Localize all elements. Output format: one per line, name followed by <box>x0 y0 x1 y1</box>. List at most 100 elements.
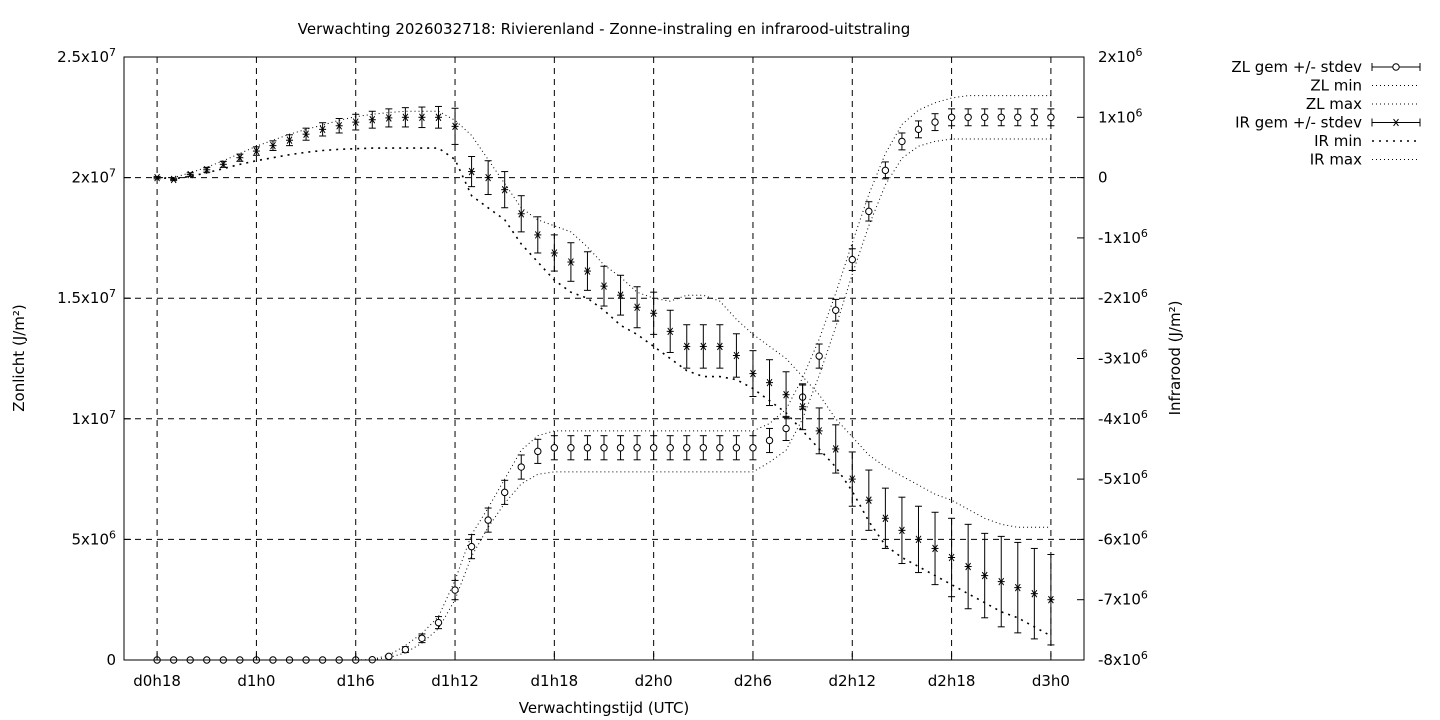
data-point <box>335 121 343 130</box>
plot-frame <box>123 56 1085 661</box>
marker-stroke <box>286 136 293 145</box>
data-point <box>683 342 691 351</box>
legend-label: IR min <box>1314 132 1362 150</box>
marker-stroke <box>253 147 260 155</box>
data-point <box>732 351 740 360</box>
data-point <box>1047 113 1055 122</box>
marker-stroke <box>435 113 442 122</box>
y2-axis-label: Infrarood (J/m²) <box>1166 301 1184 416</box>
data-point <box>401 113 409 122</box>
y2-tick-label: -2x106 <box>1098 287 1148 307</box>
marker-stroke <box>336 121 343 130</box>
data-point <box>600 282 608 290</box>
legend-marker <box>1393 118 1399 127</box>
data-point <box>716 342 724 351</box>
marker-stroke <box>203 165 210 174</box>
series-line-5 <box>157 110 1051 528</box>
data-point <box>1014 583 1022 592</box>
data-point <box>683 444 691 452</box>
x-tick-label: d2h0 <box>635 672 673 690</box>
series-line-1 <box>157 138 1051 661</box>
data-point <box>815 352 823 360</box>
marker-stroke <box>865 496 872 504</box>
data-point <box>368 115 376 124</box>
legend-marker <box>1392 63 1400 71</box>
marker-stroke <box>584 267 591 275</box>
data-point <box>782 424 790 433</box>
data-point <box>914 535 922 544</box>
y2-tick-label: -3x106 <box>1098 348 1148 368</box>
marker-stroke <box>634 303 640 312</box>
data-point <box>385 114 393 122</box>
data-point <box>881 166 890 175</box>
data-point <box>286 136 294 145</box>
data-point <box>236 153 244 162</box>
x-tick-label: d1h0 <box>237 672 275 690</box>
x-tick-label: d2h12 <box>828 672 876 690</box>
data-point <box>352 118 360 126</box>
data-point <box>451 586 459 594</box>
marker-stroke <box>700 342 707 351</box>
y2-tick-label: 1x106 <box>1098 106 1143 126</box>
marker-stroke <box>965 562 971 571</box>
marker-stroke <box>849 475 856 483</box>
marker-stroke <box>1031 589 1038 598</box>
marker-stroke <box>551 249 558 257</box>
data-point <box>600 444 608 452</box>
y2-tick-label: -8x106 <box>1098 649 1148 669</box>
marker-stroke <box>816 427 823 435</box>
data-point <box>468 167 476 176</box>
chart-title: Verwachting 2026032718: Rivierenland - Z… <box>298 20 910 38</box>
data-point <box>832 306 840 314</box>
x-axis: d0h18 d1h0 d1h6 d1h12 d1h18 d2h0 d2h6 d2h12 d2h1… <box>133 653 1070 690</box>
minmax-lines <box>157 95 1052 661</box>
legend-label: ZL min <box>1310 77 1362 95</box>
x-tick-label: d3h0 <box>1032 672 1070 690</box>
y-axis-left: 0 5x106 1x107 1.5x107 2x107 2.5x107 <box>57 46 131 669</box>
y2-tick-label: -7x106 <box>1098 589 1148 609</box>
x-tick-label: d0h18 <box>133 672 181 690</box>
data-point <box>815 427 823 435</box>
data-point <box>914 125 923 134</box>
data-point <box>467 542 476 551</box>
data-point <box>583 444 592 452</box>
data-point <box>500 488 509 497</box>
x-tick-label: d2h18 <box>928 672 976 690</box>
marker-stroke <box>568 258 574 266</box>
data-point <box>517 209 525 218</box>
marker-stroke <box>667 327 674 336</box>
data-point <box>1030 113 1039 122</box>
data-point <box>434 113 442 122</box>
data-point <box>898 526 906 535</box>
marker-stroke <box>948 553 955 562</box>
marker-stroke <box>650 309 657 318</box>
data-point <box>550 444 559 452</box>
marker-stroke <box>485 173 491 182</box>
y-axis-label: Zonlicht (J/m²) <box>10 304 28 412</box>
marker-stroke <box>518 209 525 218</box>
y-tick-label: 5x106 <box>71 528 116 548</box>
data-point <box>666 444 674 452</box>
data-point <box>964 562 972 571</box>
errorbar-series <box>153 105 1055 664</box>
data-point <box>848 475 856 483</box>
x-tick-label: d1h6 <box>337 672 375 690</box>
y2-tick-label: -4x106 <box>1098 408 1148 428</box>
data-point <box>699 444 708 452</box>
data-point <box>832 445 840 453</box>
y-tick-label: 2x107 <box>71 167 116 187</box>
data-point <box>451 122 459 131</box>
data-point <box>865 496 873 504</box>
data-point <box>534 447 542 456</box>
data-point <box>319 125 327 134</box>
data-point <box>203 165 211 174</box>
marker-stroke <box>237 153 243 162</box>
marker-stroke <box>1014 583 1021 592</box>
data-point <box>650 309 658 318</box>
marker-stroke <box>220 160 227 169</box>
data-point <box>766 378 774 387</box>
y2-tick-label: -1x106 <box>1098 227 1148 247</box>
data-point <box>567 258 575 266</box>
data-point <box>517 463 525 471</box>
marker-stroke <box>617 291 624 299</box>
